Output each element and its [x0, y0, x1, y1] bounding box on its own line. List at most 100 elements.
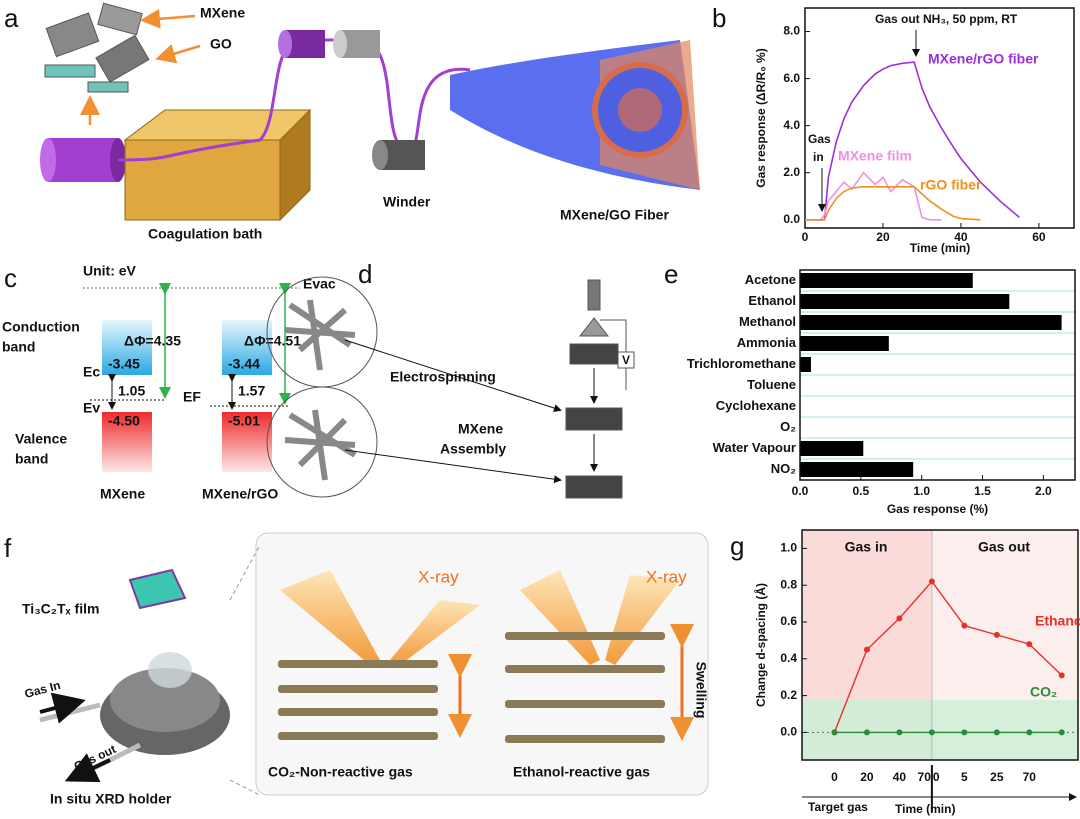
data-point: [1026, 729, 1033, 736]
data-point: [863, 729, 870, 736]
circle: [266, 386, 378, 498]
panel-label: e: [664, 259, 678, 289]
region-label: Gas in: [845, 539, 888, 555]
label: Assembly: [440, 441, 506, 457]
arrow: [140, 8, 196, 29]
label: MXene: [200, 5, 245, 21]
valence-box: [102, 412, 152, 472]
series-label: Ethanol: [1035, 613, 1080, 629]
bar: [800, 294, 1010, 309]
panel-label: c: [4, 263, 17, 293]
beam: [520, 570, 600, 665]
x-tick-label: 70: [1023, 770, 1037, 784]
y-tick-label: Cyclohexane: [716, 398, 796, 413]
data-point: [961, 729, 968, 736]
bar: [800, 462, 914, 477]
label: CO₂-Non-reactive gas: [268, 764, 413, 780]
mat: [565, 475, 623, 499]
bath: [123, 108, 312, 222]
y-tick-label: 1.0: [780, 541, 797, 555]
arrow: [39, 692, 86, 724]
panel-f: Ti₃C₂Tₓ film Gas In Gas out In situ XRD …: [22, 532, 709, 807]
plot-frame: [801, 529, 1079, 761]
panel-a: MXene GO Coagulation bath Winder MXene/G…: [40, 2, 700, 242]
y-tick-label: Trichloromethane: [687, 356, 796, 371]
data-point: [863, 646, 870, 653]
x-tick-label: 40: [893, 770, 907, 784]
label: Unit: eV: [83, 263, 137, 279]
syringe: [40, 138, 126, 182]
x-tick-label: 0.5: [852, 484, 869, 498]
y-tick-label: 8.0: [783, 24, 800, 38]
conduction-box: [102, 320, 152, 375]
rollers: [278, 30, 425, 170]
x-axis-label: Time (min): [910, 241, 970, 255]
series-label: MXene/rGO fiber: [928, 51, 1039, 67]
x-tick-label: 60: [1032, 230, 1046, 244]
y-tick-label: 0.0: [780, 725, 797, 739]
series-line: [805, 61, 1020, 221]
panel-c: Unit: eV Evac Conduction band Valence ba…: [2, 263, 336, 502]
data-point: [831, 729, 838, 736]
region-label: Gas out: [978, 539, 1030, 555]
series-line: [833, 580, 1063, 733]
mat: [565, 407, 623, 431]
label: Coagulation bath: [148, 226, 262, 242]
label: Ec: [83, 364, 100, 380]
label: Swelling: [693, 662, 709, 719]
layers: [278, 632, 665, 743]
y-tick-label: 0.6: [780, 614, 797, 628]
data-point: [1026, 641, 1033, 648]
beam: [390, 600, 480, 665]
label: Gas In: [23, 678, 62, 701]
bar: [800, 315, 1062, 330]
fiber-cone: [450, 40, 700, 190]
label: ΔΦ=4.51: [244, 333, 301, 349]
y-axis-label: Change d-spacing (Å): [753, 583, 768, 707]
film: [128, 568, 187, 610]
data-point: [896, 729, 903, 736]
x-tick-label: 2.0: [1035, 484, 1052, 498]
data-point: [993, 631, 1000, 638]
annotation: Gas: [808, 132, 831, 146]
bar: [800, 336, 889, 351]
y-tick-label: 2.0: [783, 165, 800, 179]
y-tick-label: 4.0: [783, 118, 800, 132]
arrow: [344, 449, 562, 484]
fibers: [284, 299, 357, 481]
panel-label: a: [4, 3, 19, 33]
label: MXene/rGO: [202, 486, 278, 502]
data-point: [961, 622, 968, 629]
label: Ethanol-reactive gas: [513, 764, 650, 780]
label: ΔΦ=4.35: [124, 333, 181, 349]
panel-label: b: [712, 3, 726, 33]
series-label: rGO fiber: [920, 177, 982, 193]
label: -3.45: [108, 356, 140, 372]
guide: [229, 779, 261, 796]
label: In situ XRD holder: [50, 791, 172, 807]
syringe: [587, 279, 601, 311]
x-tick-label: 25: [990, 770, 1004, 784]
label: Winder: [383, 194, 431, 210]
beam: [280, 570, 380, 665]
y-tick-label: 0.2: [780, 688, 797, 702]
series-label: MXene film: [838, 148, 912, 164]
data-point: [1058, 672, 1065, 679]
label: MXene/GO Fiber: [560, 207, 669, 223]
label: MXene: [100, 486, 145, 502]
x-tick-label: 5: [961, 770, 968, 784]
bar: [800, 273, 973, 288]
x-tick-label: 70: [918, 770, 932, 784]
label: -4.50: [108, 413, 140, 429]
series-label: CO₂: [1030, 684, 1057, 700]
wire: [600, 319, 627, 390]
axis-note: Time (min): [895, 802, 955, 816]
label: -3.44: [228, 356, 260, 372]
label: -5.01: [228, 413, 260, 429]
y-tick-label: 0.4: [780, 651, 797, 665]
y-tick-label: Methanol: [739, 314, 796, 329]
label: GO: [210, 36, 232, 52]
plot-frame: [804, 7, 1075, 229]
bar: [800, 441, 864, 456]
